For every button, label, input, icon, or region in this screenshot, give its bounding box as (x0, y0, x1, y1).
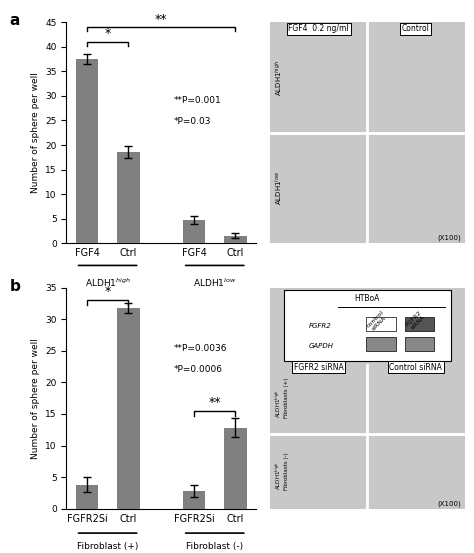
Text: Fibroblast (+): Fibroblast (+) (77, 542, 138, 551)
Text: ALDH1$^{high}$: ALDH1$^{high}$ (274, 59, 285, 96)
Text: **: ** (155, 13, 167, 25)
Text: **P=0.001

*P=0.03: **P=0.001 *P=0.03 (173, 96, 221, 126)
Bar (76, 59, 98, 243)
Text: Fibroblast (-): Fibroblast (-) (186, 542, 243, 551)
Bar (224, 236, 246, 243)
Text: (X100): (X100) (437, 234, 461, 241)
Text: *: * (104, 285, 111, 298)
Bar (117, 309, 139, 509)
Text: (X100): (X100) (437, 500, 461, 507)
Text: ALDH1$^{low}$: ALDH1$^{low}$ (193, 276, 237, 289)
Text: FGFR2 siRNA: FGFR2 siRNA (294, 363, 344, 372)
FancyBboxPatch shape (405, 337, 434, 351)
Bar (183, 491, 205, 509)
Text: ALDH1$^{low}$: ALDH1$^{low}$ (274, 171, 285, 205)
Bar (117, 153, 139, 243)
FancyBboxPatch shape (366, 337, 395, 351)
Y-axis label: Number of sphere per well: Number of sphere per well (31, 72, 40, 193)
Text: HTBoA: HTBoA (355, 294, 380, 303)
Text: ALDH1$^{high}$
Fibroblasts (+): ALDH1$^{high}$ Fibroblasts (+) (274, 378, 289, 419)
Y-axis label: Number of sphere per well: Number of sphere per well (31, 338, 40, 458)
Text: GAPDH: GAPDH (309, 343, 334, 349)
FancyBboxPatch shape (284, 290, 451, 361)
Text: ALDH1$^{high}$: ALDH1$^{high}$ (84, 276, 131, 289)
Text: FGFR2: FGFR2 (309, 323, 332, 329)
Text: **: ** (209, 396, 221, 409)
Text: FGFR2
siRNA: FGFR2 siRNA (405, 310, 427, 332)
Text: ALDH1$^{high}$
Fibroblasts (-): ALDH1$^{high}$ Fibroblasts (-) (274, 452, 289, 490)
Text: **P=0.0036

*P=0.0006: **P=0.0036 *P=0.0006 (173, 345, 227, 374)
Text: b: b (9, 279, 20, 294)
Bar (224, 428, 246, 509)
Bar (183, 220, 205, 243)
Text: FGF4  0.2 ng/ml: FGF4 0.2 ng/ml (289, 24, 349, 33)
Text: a: a (9, 13, 20, 28)
Text: control
siRNA: control siRNA (365, 310, 389, 333)
Text: *: * (104, 27, 111, 40)
Text: Control: Control (402, 24, 430, 33)
FancyBboxPatch shape (405, 317, 434, 331)
Text: Control siRNA: Control siRNA (390, 363, 442, 372)
Bar (76, 485, 98, 509)
FancyBboxPatch shape (366, 317, 395, 331)
